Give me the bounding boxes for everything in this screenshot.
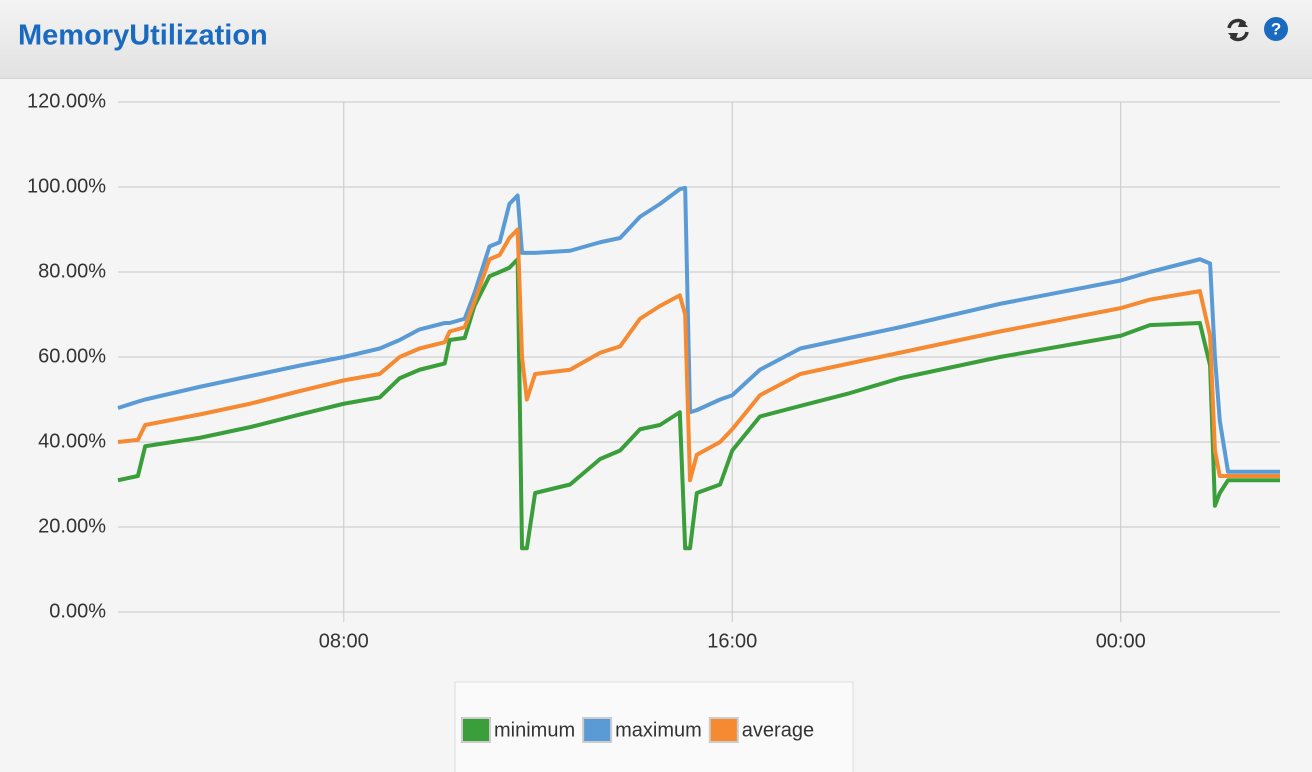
header bbox=[0, 0, 1312, 78]
help-icon[interactable]: ? bbox=[1264, 17, 1288, 41]
legend-box bbox=[454, 681, 854, 772]
y-tick-label: 60.00% bbox=[38, 345, 106, 367]
legend-label: minimum bbox=[494, 719, 575, 741]
svg-text:?: ? bbox=[1271, 19, 1281, 38]
refresh-icon[interactable] bbox=[1227, 18, 1249, 42]
legend-swatch bbox=[708, 717, 739, 743]
x-tick-label: 08:00 bbox=[319, 630, 369, 652]
y-tick-label: 40.00% bbox=[38, 430, 106, 452]
y-tick-label: 20.00% bbox=[38, 515, 106, 537]
x-tick-label: 00:00 bbox=[1096, 630, 1146, 652]
legend-label: average bbox=[742, 719, 814, 741]
y-tick-label: 100.00% bbox=[27, 175, 106, 197]
series-line bbox=[117, 227, 1280, 483]
series-line bbox=[117, 185, 1280, 474]
chart-title: MemoryUtilization bbox=[18, 20, 268, 52]
legend-swatch bbox=[461, 717, 491, 743]
y-tick-label: 0.00% bbox=[49, 600, 106, 622]
legend-swatch bbox=[582, 717, 613, 743]
x-tick-label: 16:00 bbox=[707, 630, 757, 652]
y-tick-label: 80.00% bbox=[38, 260, 106, 282]
series-line bbox=[117, 257, 1280, 551]
legend-label: maximum bbox=[615, 719, 702, 741]
y-tick-label: 120.00% bbox=[27, 90, 106, 112]
